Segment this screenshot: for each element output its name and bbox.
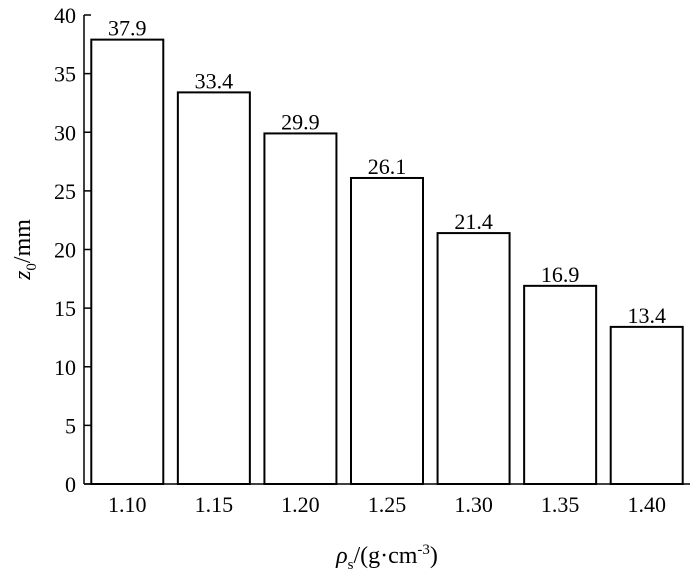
bar-1.40: [609, 325, 684, 486]
y-tick-label: 35: [54, 62, 76, 87]
bar-1.15: [176, 91, 251, 485]
x-tick-label: 1.20: [281, 492, 320, 517]
x-tick-label: 1.30: [454, 492, 493, 517]
bar-value-label: 21.4: [454, 209, 493, 234]
tick-layer: 0 5 10 15 20 25 30 35 40 1.10 1.15 1.20 1.25 1.30 1.35…: [54, 3, 666, 517]
bar-value-label: 13.4: [627, 303, 666, 328]
bar-1.30: [436, 232, 511, 485]
bar-value-label: 16.9: [541, 262, 580, 287]
x-tick-label: 1.10: [108, 492, 147, 517]
x-tick-label: 1.40: [627, 492, 666, 517]
y-tick-label: 25: [54, 179, 76, 204]
bar-value-label: 37.9: [108, 16, 147, 41]
bar-1.25: [350, 176, 424, 485]
x-axis-subscript: s: [348, 557, 354, 573]
bar-value-label: 29.9: [281, 109, 320, 134]
x-axis-unit-suffix: ): [430, 543, 438, 569]
x-tick-label: 1.25: [368, 492, 407, 517]
y-tick-label: 10: [54, 355, 76, 380]
bar-value-label: 26.1: [368, 154, 407, 179]
y-axis-subscript: 0: [24, 263, 40, 271]
y-axis-label: z0/mm: [10, 219, 40, 281]
x-tick-label: 1.15: [195, 492, 234, 517]
x-axis-superscript: -3: [417, 542, 430, 558]
bar-value-label: 33.4: [195, 68, 234, 93]
y-axis-unit: /mm: [10, 219, 36, 263]
bar-1.20: [263, 132, 338, 486]
y-tick-label: 0: [65, 472, 76, 497]
y-tick-label: 5: [65, 413, 76, 438]
bar-1.35: [523, 284, 598, 485]
bar-1.10: [90, 38, 165, 486]
y-tick-label: 30: [54, 120, 76, 145]
x-axis-label: ρs/(g·cm-3): [335, 542, 438, 573]
x-axis-unit-prefix: /(g·cm: [353, 543, 417, 569]
bar-labels-layer: 37.9 33.4 29.9 26.1 21.4 16.9 13.4: [108, 16, 666, 328]
y-tick-label: 40: [54, 3, 76, 28]
y-tick-label: 20: [54, 238, 76, 263]
y-tick-label: 15: [54, 296, 76, 321]
x-tick-label: 1.35: [541, 492, 580, 517]
bars-layer: [90, 38, 684, 486]
y-axis-symbol: z: [10, 270, 36, 281]
x-axis-symbol: ρ: [335, 543, 348, 569]
